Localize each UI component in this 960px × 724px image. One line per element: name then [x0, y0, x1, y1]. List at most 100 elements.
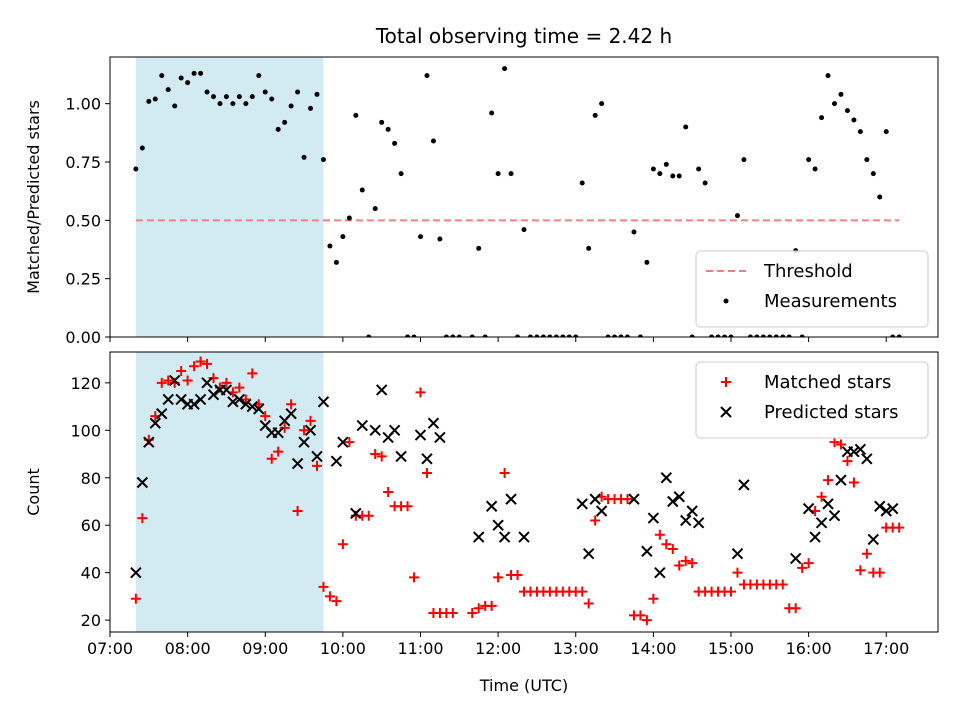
data-point [317, 396, 330, 408]
data-point [851, 117, 857, 123]
x-tick-label: 14:00 [630, 639, 676, 658]
x-tick-label: 08:00 [165, 639, 211, 658]
data-point [605, 334, 611, 337]
y-tick-label: 0.25 [65, 270, 101, 289]
data-point [437, 236, 443, 242]
data-point [372, 206, 378, 212]
data-point [689, 334, 695, 337]
data-point [260, 411, 271, 422]
panel-1: 0.00 0.25 0.50 0.75 1.00 Total observing time… [24, 24, 939, 347]
data-point [130, 566, 142, 579]
data-point [599, 101, 605, 107]
x-tick-label: 13:00 [553, 639, 599, 658]
data-point [696, 166, 702, 172]
data-point [512, 570, 523, 581]
data-point [835, 439, 846, 450]
data-point [324, 591, 335, 602]
data-point [812, 166, 818, 172]
legend-entry: Predicted stars [720, 402, 898, 423]
data-point [395, 450, 407, 463]
data-point [527, 334, 533, 337]
data-point [680, 555, 691, 566]
data-point [499, 468, 510, 479]
data-point [579, 180, 585, 186]
data-point [586, 245, 592, 251]
data-point [767, 334, 773, 337]
data-point [680, 514, 692, 527]
data-point [376, 451, 387, 462]
data-point [828, 510, 841, 522]
data-point [667, 495, 679, 508]
data-point [809, 531, 821, 543]
data-point [618, 334, 624, 337]
data-point [754, 334, 760, 337]
data-point [312, 460, 322, 471]
legend-swatch-dot [723, 298, 729, 304]
data-point [489, 110, 495, 116]
data-point [202, 358, 213, 369]
data-point [692, 517, 705, 529]
data-point [498, 531, 511, 543]
data-point [890, 334, 896, 337]
series-predicted-stars [130, 374, 899, 579]
data-point [637, 334, 643, 337]
data-point [266, 453, 277, 464]
data-point [299, 425, 310, 436]
data-point [198, 70, 204, 76]
data-point [738, 479, 750, 491]
x-tick-label: 11:00 [397, 639, 443, 658]
legend-entry: Measurements [723, 291, 897, 312]
data-point [236, 94, 242, 100]
data-point [359, 187, 365, 193]
data-point [867, 533, 880, 546]
data-point [702, 180, 708, 186]
y-tick-label: 0.50 [65, 211, 101, 230]
data-point [146, 98, 152, 104]
data-point [149, 417, 161, 429]
data-point [165, 87, 171, 93]
data-point [673, 491, 685, 503]
data-point [176, 365, 187, 376]
data-point [595, 505, 608, 517]
data-point [777, 579, 788, 590]
axes-frame [109, 351, 939, 633]
data-point [686, 505, 698, 517]
data-point [234, 382, 245, 393]
plot-area [130, 356, 905, 626]
data-point [398, 171, 404, 177]
plot-area [133, 66, 902, 337]
data-point [683, 124, 689, 130]
data-point [350, 507, 362, 520]
data-point [495, 171, 501, 177]
data-point [647, 512, 660, 524]
data-point [874, 500, 886, 512]
data-point [670, 173, 676, 179]
y-tick-label: 20 [81, 611, 101, 630]
data-point [256, 73, 262, 79]
data-point [773, 334, 779, 337]
data-point [844, 108, 850, 114]
data-point [816, 491, 827, 502]
data-point [734, 213, 740, 219]
data-point [163, 375, 174, 386]
data-point [450, 334, 456, 337]
data-point [139, 145, 145, 151]
data-point [286, 399, 297, 410]
legend-entry: Matched stars [721, 372, 891, 393]
data-point [243, 101, 249, 107]
data-point [308, 105, 314, 111]
data-point [896, 334, 902, 337]
data-point [353, 112, 359, 118]
data-point [195, 356, 206, 367]
data-point [469, 334, 475, 337]
data-point [162, 393, 174, 406]
data-point [842, 456, 853, 467]
data-point [304, 424, 317, 437]
y-tick-label: 80 [81, 469, 101, 488]
data-point [790, 603, 801, 614]
data-point [208, 373, 219, 384]
data-point [644, 259, 650, 265]
data-point [337, 539, 348, 550]
